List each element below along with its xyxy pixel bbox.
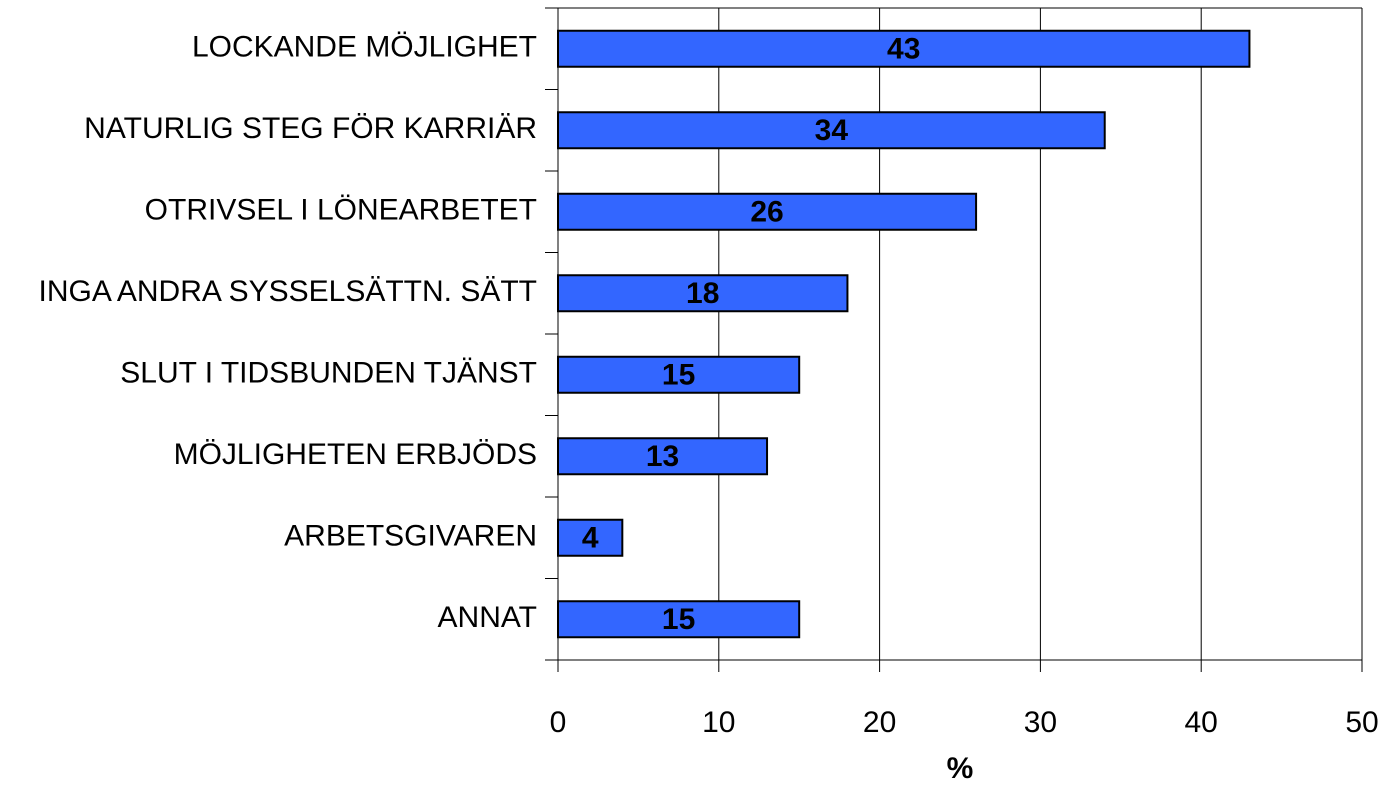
data-label: 34 <box>815 114 849 147</box>
bar <box>557 518 624 557</box>
bar <box>557 437 769 476</box>
y-tick-label: ANNAT <box>438 601 537 634</box>
data-label: 15 <box>662 603 695 636</box>
data-label: 18 <box>686 277 719 310</box>
x-tick-label: 40 <box>1185 706 1218 739</box>
x-tick-label: 30 <box>1024 706 1057 739</box>
bar <box>557 29 1251 68</box>
y-tick-label: SLUT I TIDSBUNDEN TJÄNST <box>120 357 537 390</box>
y-tick-label: LOCKANDE MÖJLIGHET <box>192 31 537 64</box>
data-label: 4 <box>582 522 599 555</box>
bar <box>557 274 849 313</box>
x-tick-label: 10 <box>702 706 735 739</box>
y-tick-label: INGA ANDRA SYSSELSÄTTN. SÄTT <box>39 275 537 308</box>
data-label: 43 <box>887 33 920 66</box>
data-label: 26 <box>750 196 783 229</box>
bar <box>557 355 801 394</box>
data-label: 15 <box>662 359 695 392</box>
data-label: 13 <box>646 440 679 473</box>
x-axis-label: % <box>947 752 974 785</box>
y-tick-label: ARBETSGIVAREN <box>284 520 537 553</box>
y-tick-label: OTRIVSEL I LÖNEARBETET <box>145 194 537 227</box>
x-tick-label: 20 <box>863 706 896 739</box>
bar <box>557 192 978 231</box>
x-tick-label: 0 <box>550 706 567 739</box>
bar <box>557 600 801 639</box>
y-tick-label: NATURLIG STEG FÖR KARRIÄR <box>84 112 537 145</box>
bar <box>557 111 1106 150</box>
y-tick-label: MÖJLIGHETEN ERBJÖDS <box>174 438 537 471</box>
x-tick-label: 50 <box>1345 706 1378 739</box>
